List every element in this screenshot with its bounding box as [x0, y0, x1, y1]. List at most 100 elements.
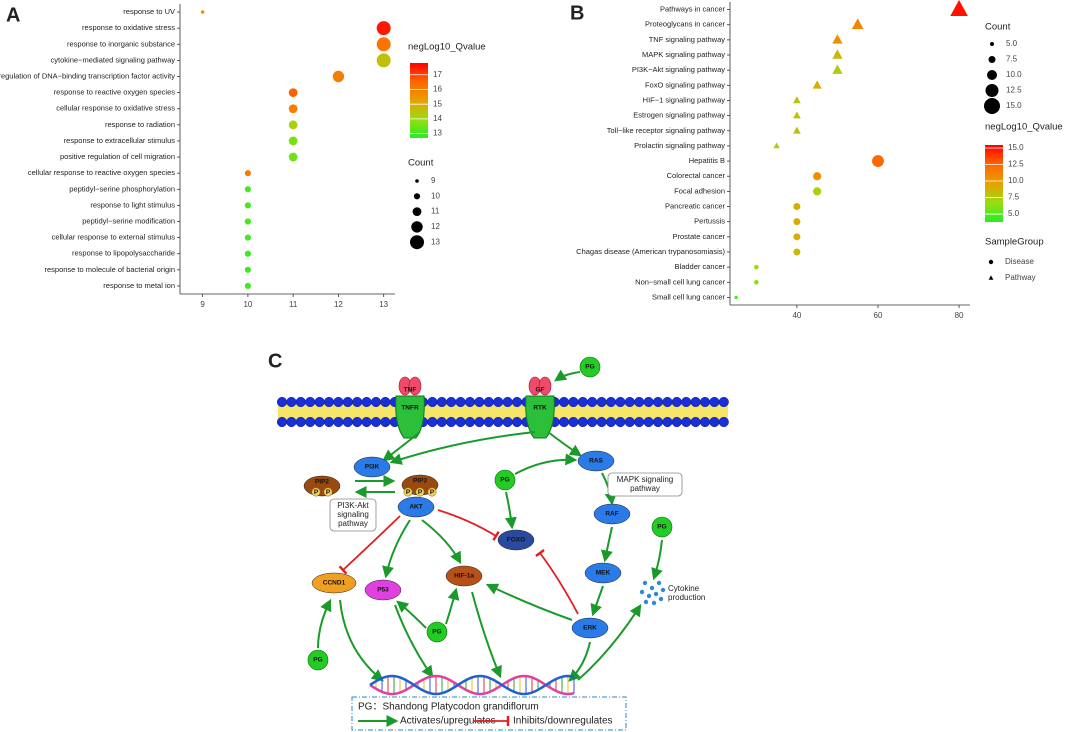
cytokine-dot — [646, 593, 652, 599]
lipid-head — [605, 396, 617, 408]
colorbar-label: 12.5 — [1008, 160, 1024, 169]
colorbar — [410, 63, 428, 138]
dot-marker — [244, 218, 251, 225]
node-label: P53 — [377, 587, 389, 594]
lipid-head — [502, 416, 513, 428]
protein-node — [364, 579, 402, 601]
dot-marker — [288, 88, 298, 98]
size-key — [412, 207, 422, 217]
lipid-head — [690, 416, 701, 428]
pathway-box — [329, 498, 377, 532]
activation-arrow — [554, 369, 581, 382]
dot-marker — [376, 53, 391, 68]
colorbar-label: 16 — [433, 85, 442, 94]
lipid-head — [568, 416, 579, 428]
pathway-box — [607, 472, 683, 497]
shape-label: Pathway — [1005, 273, 1036, 282]
dot-marker — [244, 170, 251, 177]
triangle-marker — [793, 126, 801, 134]
dot-marker — [793, 218, 801, 226]
size-label: 9 — [431, 176, 436, 185]
dna-strand — [369, 674, 575, 696]
dot-marker — [813, 172, 822, 181]
lipid-head — [662, 396, 673, 408]
lipid-head — [342, 416, 353, 428]
cytokine-dot — [649, 585, 655, 591]
dot-marker — [734, 295, 738, 300]
category-label: response to UV — [123, 7, 175, 16]
size-key — [990, 42, 994, 46]
panel-letter: A — [6, 4, 20, 26]
category-label: response to radiation — [105, 120, 175, 129]
lipid-head — [286, 396, 297, 408]
dot-marker — [288, 136, 298, 146]
category-label: Pancreatic cancer — [665, 202, 726, 211]
lipid-head — [427, 416, 438, 428]
dot-marker — [872, 155, 884, 167]
dot-marker — [793, 248, 801, 256]
lipid-head — [605, 416, 617, 428]
pg-label: PG — [585, 364, 594, 371]
pathway-box-text: MAPK signaling pathway — [617, 475, 673, 493]
lipid-head — [333, 396, 344, 408]
activation-arrow — [547, 431, 582, 457]
x-tick-label: 13 — [379, 300, 388, 309]
dot-marker — [244, 266, 251, 273]
panel-letter: C — [268, 350, 282, 372]
lipid-head — [436, 416, 447, 428]
colorbar — [985, 145, 1003, 222]
lipid-head — [511, 416, 523, 428]
lipid-head — [718, 416, 729, 428]
node-label: RTK — [533, 405, 547, 412]
protein-node — [593, 503, 631, 525]
node-label: PIP3 — [413, 478, 427, 485]
ligand — [538, 376, 552, 396]
lipid-head — [305, 416, 316, 428]
cytokine-dot — [660, 587, 666, 593]
category-label: Proteoglycans in cancer — [645, 20, 726, 29]
dot-marker — [244, 202, 251, 209]
category-label: Bladder cancer — [675, 262, 726, 271]
dot-marker — [813, 187, 822, 196]
size-label: 10 — [431, 191, 440, 200]
pg-node — [307, 649, 329, 671]
lipid-head — [380, 396, 391, 408]
lipid-head — [662, 416, 673, 428]
activation-arrow — [396, 600, 427, 629]
shape-label: Disease — [1005, 257, 1034, 266]
lipid-head — [634, 396, 645, 408]
x-tick-label: 9 — [200, 300, 205, 309]
lipid-head — [464, 416, 476, 428]
lipid-head — [577, 396, 588, 408]
colorbar-label: 15.0 — [1008, 143, 1024, 152]
category-label: peptidyl−serine phosphorylation — [69, 184, 175, 193]
lipid-head — [286, 416, 297, 428]
lipid-head — [493, 416, 504, 428]
category-label: Prolactin signaling pathway — [634, 141, 725, 150]
colorbar-label: 10.0 — [1008, 176, 1024, 185]
colorbar-label: 13 — [433, 129, 442, 138]
phosphate — [403, 487, 413, 497]
phosphate — [427, 487, 437, 497]
lipid-head — [370, 396, 382, 408]
legend-text: Inhibits/downregulates — [513, 716, 613, 727]
lipid-head — [502, 396, 513, 408]
lipid-head — [446, 396, 457, 408]
lipid-head — [690, 396, 701, 408]
lipid-head — [342, 396, 353, 408]
lipid-head — [596, 396, 607, 408]
legend-title: Count — [985, 22, 1011, 33]
x-tick-label: 60 — [874, 311, 883, 320]
size-label: 7.5 — [1006, 55, 1018, 64]
protein-node — [584, 562, 622, 584]
lipid-head — [352, 416, 363, 428]
lipid-head — [314, 396, 325, 408]
dot-marker — [988, 259, 994, 265]
lipid-head — [493, 396, 504, 408]
cytokine-dot — [658, 596, 664, 602]
size-key — [413, 193, 421, 200]
lipid-head — [558, 396, 570, 408]
node-label: CCND1 — [323, 580, 346, 587]
node-label: TNF — [404, 387, 417, 394]
category-label: Toll−like receptor signaling pathway — [607, 126, 725, 135]
